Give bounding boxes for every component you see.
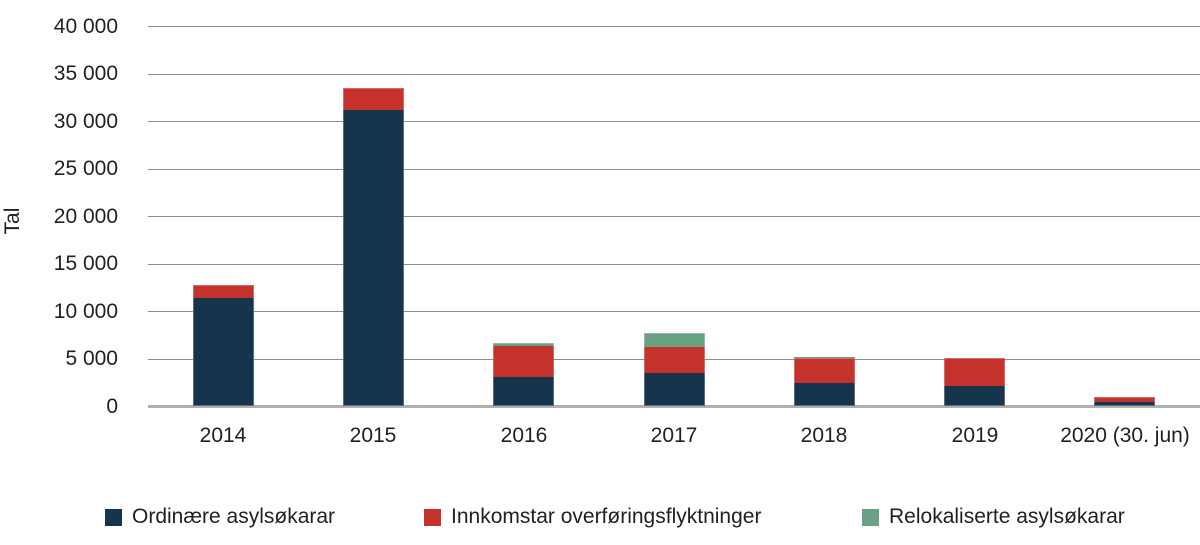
x-tick-label: 2014 (199, 424, 247, 447)
y-tick-label: 30 000 (53, 110, 118, 133)
gridline (148, 26, 1200, 27)
bar-group-2020-30-jun- (1094, 397, 1155, 407)
y-tick-label: 40 000 (53, 15, 118, 38)
legend-swatch-red-icon (424, 508, 441, 526)
legend-label: Innkomstar overføringsflyktninger (451, 505, 762, 528)
legend-swatch-green-icon (862, 508, 879, 526)
bar-segment-innkomstar-overf-ringsflyktninger (493, 345, 554, 377)
y-tick-label: 15 000 (53, 252, 118, 275)
legend-item-relokaliserte-asylsokarar: Relokaliserte asylsøkarar (862, 506, 1125, 528)
x-tick-label: 2016 (500, 424, 548, 447)
bar-segment-ordin-re-asyls-karar (493, 376, 554, 407)
gridline (148, 264, 1200, 265)
x-tick-label: 2019 (951, 424, 999, 447)
legend-label: Relokaliserte asylsøkarar (889, 505, 1125, 528)
y-tick-label: 35 000 (53, 62, 118, 85)
gridline (148, 216, 1200, 217)
bar-segment-ordin-re-asyls-karar (644, 372, 705, 407)
bar-segment-relokaliserte-asyls-karar (794, 357, 855, 359)
bar-segment-innkomstar-overf-ringsflyktninger (1094, 397, 1155, 403)
x-tick-label: 2018 (800, 424, 848, 447)
y-tick-label: 20 000 (53, 205, 118, 228)
bar-segment-innkomstar-overf-ringsflyktninger (944, 358, 1005, 387)
y-tick-label: 5 000 (65, 347, 118, 370)
legend-item-innkomstar-overforingsflyktninger: Innkomstar overføringsflyktninger (424, 506, 761, 528)
bar-segment-innkomstar-overf-ringsflyktninger (343, 87, 404, 111)
bar-group-2017 (644, 332, 705, 407)
y-tick-label: 0 (106, 395, 118, 418)
gridline (148, 74, 1200, 75)
bar-segment-relokaliserte-asyls-karar (493, 342, 554, 346)
bar-segment-innkomstar-overf-ringsflyktninger (794, 358, 855, 383)
gridline (148, 311, 1200, 312)
y-tick-label: 25 000 (53, 157, 118, 180)
bar-group-2015 (343, 87, 404, 407)
bar-segment-ordin-re-asyls-karar (193, 297, 254, 407)
bar-group-2016 (493, 342, 554, 407)
x-tick-label: 2020 (30. jun) (1060, 424, 1190, 447)
bar-group-2018 (794, 357, 855, 407)
bar-segment-ordin-re-asyls-karar (1094, 402, 1155, 407)
gridline (148, 121, 1200, 122)
gridline (148, 169, 1200, 170)
x-axis-line (148, 405, 1200, 408)
legend-item-ordinaere-asylsokarar: Ordinære asylsøkarar (105, 506, 335, 528)
y-tick-label: 10 000 (53, 300, 118, 323)
bar-segment-ordin-re-asyls-karar (944, 386, 1005, 407)
x-tick-label: 2015 (349, 424, 397, 447)
bar-segment-ordin-re-asyls-karar (343, 110, 404, 407)
x-tick-label: 2017 (650, 424, 698, 447)
bar-group-2019 (944, 357, 1005, 407)
bar-segment-innkomstar-overf-ringsflyktninger (193, 284, 254, 298)
bar-segment-relokaliserte-asyls-karar (644, 332, 705, 347)
bar-segment-innkomstar-overf-ringsflyktninger (644, 346, 705, 373)
bar-segment-ordin-re-asyls-karar (794, 382, 855, 407)
legend-label: Ordinære asylsøkarar (132, 505, 336, 528)
legend-swatch-navy-icon (105, 508, 122, 526)
bar-group-2014 (193, 284, 254, 407)
